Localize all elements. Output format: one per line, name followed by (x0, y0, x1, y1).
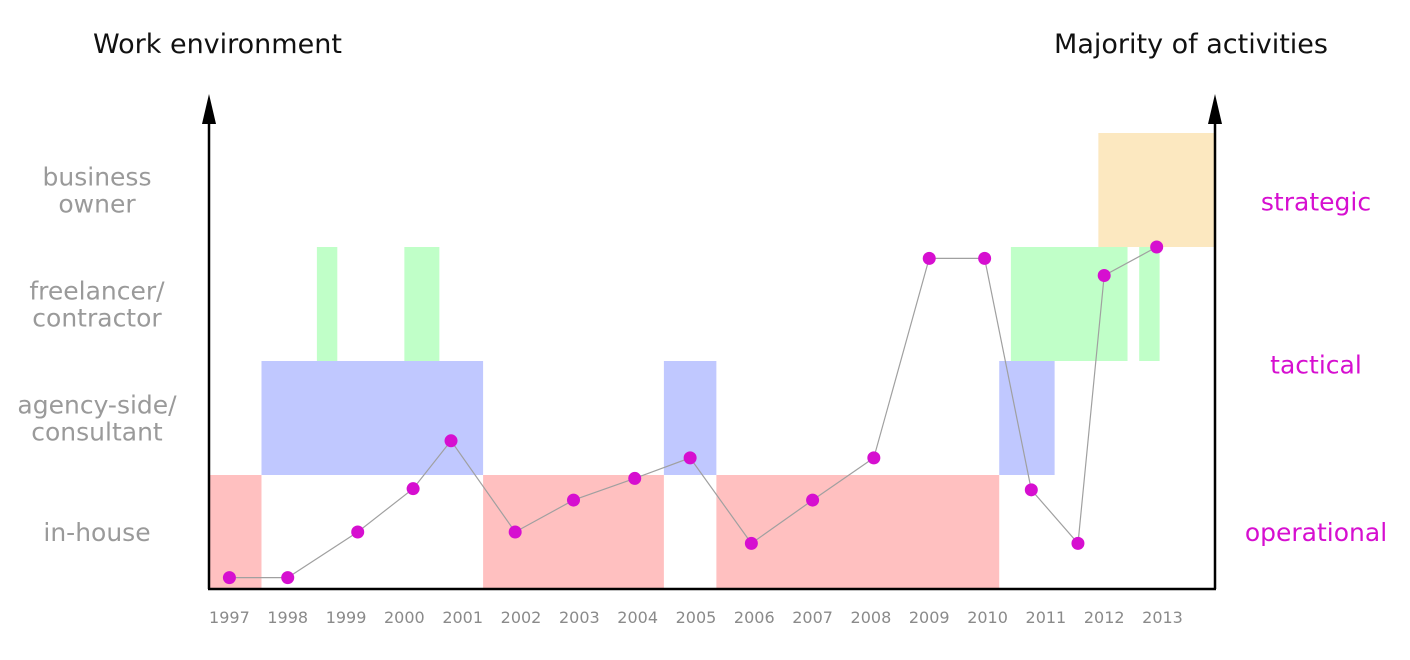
year-label-2001: 2001 (442, 608, 483, 627)
category-label-freelancer-contractor-1: contractor (32, 304, 162, 333)
data-point-15 (1071, 536, 1085, 550)
year-label-2006: 2006 (734, 608, 775, 627)
period-business-owner-10 (1098, 133, 1215, 247)
data-point-14 (1024, 483, 1038, 497)
year-label-1999: 1999 (326, 608, 367, 627)
data-point-3 (406, 482, 420, 496)
year-label-2010: 2010 (967, 608, 1008, 627)
year-label-2004: 2004 (617, 608, 658, 627)
data-point-17 (1150, 240, 1164, 254)
data-point-4 (444, 434, 458, 448)
right-axis-arrow-icon (1208, 94, 1222, 124)
year-label-2008: 2008 (851, 608, 892, 627)
period-in-house-2 (716, 475, 1000, 589)
year-label-2011: 2011 (1026, 608, 1067, 627)
activity-series-line (229, 246, 1157, 579)
year-label-2003: 2003 (559, 608, 600, 627)
year-label-2005: 2005 (676, 608, 717, 627)
environment-periods (209, 133, 1215, 589)
activity-level-strategic: strategic (1261, 187, 1371, 216)
data-point-10 (806, 493, 820, 507)
data-point-13 (978, 251, 992, 265)
axes (202, 94, 1222, 591)
category-label-business-owner-1: owner (58, 190, 136, 219)
data-point-5 (508, 525, 522, 539)
activity-level-tactical: tactical (1270, 350, 1362, 379)
category-label-in-house-0: in-house (43, 518, 150, 547)
year-label-2007: 2007 (792, 608, 833, 627)
year-label-2012: 2012 (1084, 608, 1125, 627)
period-freelancer-contractor-7 (404, 247, 440, 361)
period-freelancer-contractor-8 (1010, 247, 1128, 361)
data-point-9 (744, 536, 758, 550)
period-agency-side-consultant-5 (999, 361, 1055, 475)
year-label-2002: 2002 (501, 608, 542, 627)
category-label-agency-side-consultant-1: consultant (31, 418, 163, 447)
period-freelancer-contractor-9 (1139, 247, 1160, 361)
data-point-7 (628, 471, 642, 485)
data-point-8 (683, 451, 697, 465)
left-axis-title: Work environment (93, 29, 342, 60)
activity-line (222, 240, 1164, 585)
data-point-12 (922, 251, 936, 265)
year-label-2009: 2009 (909, 608, 950, 627)
period-in-house-0 (209, 475, 262, 589)
activity-level-operational: operational (1245, 518, 1387, 547)
activity-level-labels: operational tactical strategic (1245, 187, 1387, 547)
data-point-1 (281, 571, 295, 585)
left-axis-arrow-icon (202, 94, 216, 124)
data-point-0 (222, 571, 236, 585)
data-point-2 (351, 525, 365, 539)
data-point-11 (867, 451, 881, 465)
year-tick-labels: 1997 1998 1999 2000 2001 2002 2003 2004 2005 2006… (209, 608, 1183, 627)
year-label-2013: 2013 (1142, 608, 1183, 627)
right-axis-title: Majority of activities (1054, 29, 1328, 60)
period-freelancer-contractor-6 (316, 247, 338, 361)
year-label-1997: 1997 (209, 608, 250, 627)
category-label-agency-side-consultant-0: agency-side/ (17, 391, 177, 420)
category-label-business-owner-0: business (43, 163, 152, 192)
year-label-2000: 2000 (384, 608, 425, 627)
year-label-1998: 1998 (267, 608, 308, 627)
data-point-16 (1097, 269, 1111, 282)
work-environment-labels: in-house agency-side/consultant freelancer… (17, 163, 177, 548)
data-point-6 (566, 493, 580, 507)
category-label-freelancer-contractor-0: freelancer/ (29, 277, 165, 306)
period-agency-side-consultant-3 (261, 361, 484, 475)
